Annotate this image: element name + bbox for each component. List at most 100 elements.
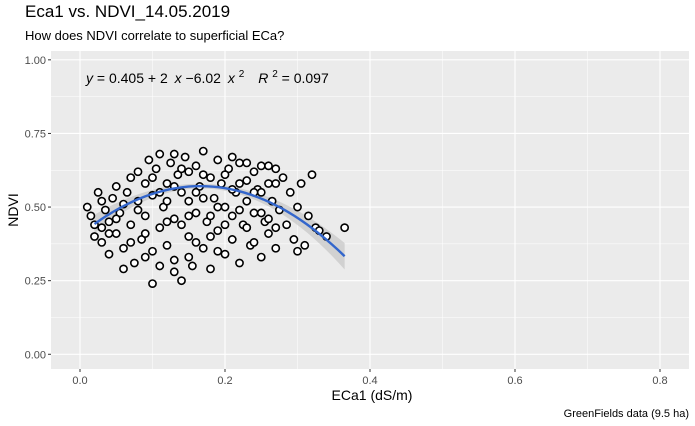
data-point — [220, 220, 230, 230]
data-point — [293, 246, 302, 256]
data-point — [82, 202, 92, 212]
regression-equation: y = 0.405 + 2 x −6.02 x 2 R 2 = 0.097 — [85, 64, 329, 86]
data-point — [184, 196, 194, 206]
data-point — [177, 220, 186, 230]
data-point — [242, 196, 252, 206]
data-point — [93, 187, 103, 197]
data-point — [111, 214, 121, 224]
data-point — [256, 161, 266, 171]
data-point — [249, 167, 259, 177]
fit-curve — [93, 184, 346, 258]
data-point — [140, 252, 150, 262]
x-tick-label: 0.2 — [217, 375, 232, 387]
data-point — [140, 229, 150, 238]
data-point — [227, 211, 237, 221]
data-point — [155, 261, 165, 271]
data-point — [216, 179, 226, 188]
data-point — [198, 193, 208, 203]
data-point — [184, 252, 194, 262]
data-point — [86, 211, 96, 221]
data-point — [148, 173, 157, 183]
data-point — [191, 161, 201, 171]
data-point — [300, 240, 310, 250]
data-point — [169, 255, 179, 265]
data-point — [198, 170, 208, 180]
data-point — [140, 179, 150, 188]
data-point — [264, 214, 273, 224]
data-point — [206, 232, 215, 241]
data-point — [166, 158, 176, 168]
data-point — [187, 261, 197, 271]
data-point — [180, 152, 190, 162]
data-point — [227, 152, 237, 162]
data-point — [155, 223, 165, 233]
data-point — [213, 246, 223, 256]
data-point — [296, 179, 306, 188]
data-point — [151, 164, 161, 174]
data-point — [249, 237, 259, 247]
data-point — [148, 246, 157, 256]
data-point — [133, 205, 143, 215]
data-point — [256, 252, 266, 262]
data-point — [191, 237, 201, 247]
data-point — [162, 196, 172, 206]
data-point — [140, 211, 150, 221]
data-point — [213, 155, 223, 165]
ribbon-area — [94, 183, 345, 270]
data-point — [122, 187, 132, 197]
chart-title: Eca1 vs. NDVI_14.05.2019 — [25, 2, 231, 21]
data-point — [242, 223, 252, 233]
y-axis-title: NDVI — [5, 193, 21, 226]
x-tick-label: 0.8 — [652, 375, 667, 387]
confidence-ribbon — [94, 183, 345, 270]
data-point — [198, 243, 208, 253]
data-point — [278, 173, 288, 183]
data-point — [285, 187, 295, 197]
data-point — [184, 232, 194, 241]
data-point — [169, 267, 179, 277]
data-point — [293, 202, 302, 212]
data-point — [104, 249, 114, 259]
data-point — [162, 179, 172, 188]
data-point — [184, 211, 194, 221]
data-point — [206, 173, 215, 183]
data-point — [271, 223, 281, 233]
data-point — [177, 276, 186, 286]
chart-subtitle: How does NDVI correlate to superficial E… — [25, 28, 285, 43]
data-point — [133, 167, 143, 177]
data-point — [97, 223, 107, 233]
data-point — [220, 170, 230, 180]
data-point — [169, 149, 179, 159]
data-point — [184, 167, 194, 177]
data-point — [126, 220, 136, 230]
data-point — [206, 264, 215, 274]
data-point — [177, 164, 186, 174]
data-point — [126, 237, 136, 247]
data-points — [82, 146, 350, 289]
data-point — [119, 264, 128, 274]
data-point — [111, 229, 121, 238]
data-point — [242, 158, 252, 168]
y-tick-label: 0.25 — [25, 276, 46, 288]
data-point — [144, 155, 154, 165]
x-tick-label: 0.6 — [507, 375, 522, 387]
data-point — [271, 164, 281, 174]
data-point — [108, 193, 118, 203]
data-point — [126, 173, 136, 183]
data-point — [264, 229, 273, 238]
x-axis-title: ECa1 (dS/m) — [332, 387, 413, 403]
data-point — [169, 214, 179, 224]
data-point — [191, 208, 201, 218]
data-point — [235, 258, 244, 268]
data-point — [213, 226, 223, 236]
data-point — [271, 243, 281, 253]
data-point — [235, 158, 244, 168]
data-point — [104, 229, 114, 238]
data-point — [264, 179, 273, 188]
data-point — [104, 217, 114, 227]
axis-ticks: 0.0 0.2 0.4 0.6 0.8 0.00 0.25 0.50 0.75 1.00 — [25, 55, 668, 387]
data-point — [119, 243, 128, 253]
data-point — [227, 235, 237, 244]
data-point — [256, 187, 266, 197]
